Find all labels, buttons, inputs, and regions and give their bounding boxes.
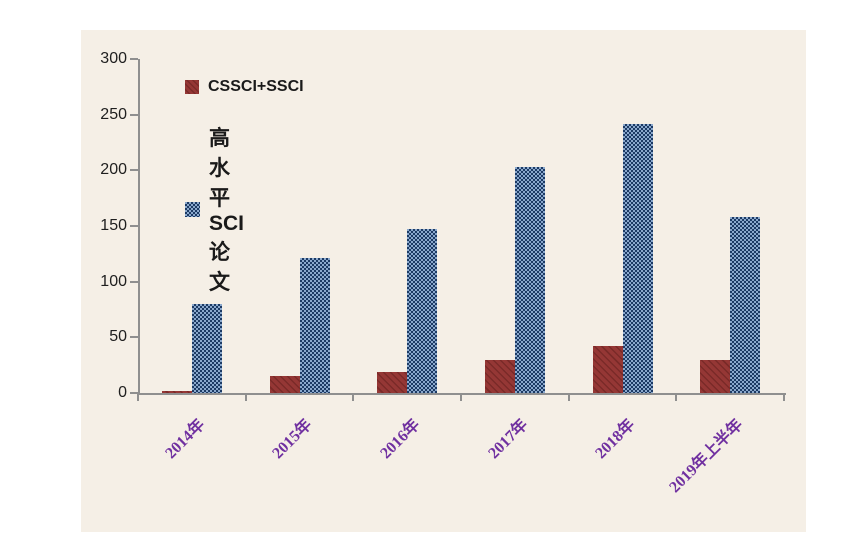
y-tick-label-50: 50 [109,328,127,346]
x-tick-1 [244,393,247,401]
bar-cssci-5 [700,359,731,393]
y-tick-300 [130,58,138,60]
y-tick-100 [130,280,138,283]
red-hatch-swatch-icon [185,80,199,94]
bar-cssci-0 [161,390,192,393]
x-axis-label-2: 2016年 [377,416,424,463]
x-tick-5 [675,393,678,401]
bar-sci-1 [299,258,330,393]
x-axis-line [138,393,786,395]
x-tick-0 [137,393,139,401]
x-tick-2 [352,393,355,401]
legend-label-sci-papers: 高水平SCI论文 [209,127,245,294]
x-axis-label-1: 2015年 [269,416,316,463]
y-tick-label-100: 100 [100,272,127,290]
bar-sci-3 [514,166,545,393]
y-tick-200 [130,169,138,172]
x-axis-label-4: 2018年 [592,416,639,463]
chart-panel: 0 50 100 150 200 250 300 2014年 2015年 2016年 2017年 20… [81,30,806,532]
legend-label-cssci-ssci: CSSCI+SSCI [208,78,304,95]
x-tick-6 [783,393,785,401]
legend-item-cssci-ssci: CSSCI+SSCI [185,78,304,96]
blue-check-swatch-icon [185,201,200,217]
bar-sci-2 [407,229,438,393]
bar-cssci-4 [592,346,623,393]
y-tick-label-200: 200 [100,161,127,179]
y-tick-label-300: 300 [100,50,127,67]
y-axis-line [138,59,140,395]
bar-sci-4 [622,123,653,393]
y-tick-label-0: 0 [118,384,127,401]
x-tick-3 [460,393,462,401]
bar-cssci-2 [377,371,408,393]
x-tick-4 [567,393,570,401]
y-tick-label-250: 250 [100,105,127,123]
bar-cssci-1 [269,376,300,393]
y-tick-label-150: 150 [100,217,127,234]
bar-cssci-3 [484,359,515,393]
legend-item-sci-papers: 高水平SCI论文 [185,122,244,296]
y-tick-50 [130,336,138,339]
x-axis-label-5: 2019年上半年 [666,416,747,497]
x-axis-label-3: 2017年 [485,416,532,463]
x-axis-label-0: 2014年 [162,416,209,463]
y-tick-250 [130,113,138,116]
plot-area: 0 50 100 150 200 250 300 2014年 2015年 2016年 2017年 20… [81,30,806,532]
y-tick-0 [130,392,138,394]
bar-sci-5 [730,217,761,393]
y-tick-150 [130,225,138,227]
bar-sci-0 [191,303,222,393]
